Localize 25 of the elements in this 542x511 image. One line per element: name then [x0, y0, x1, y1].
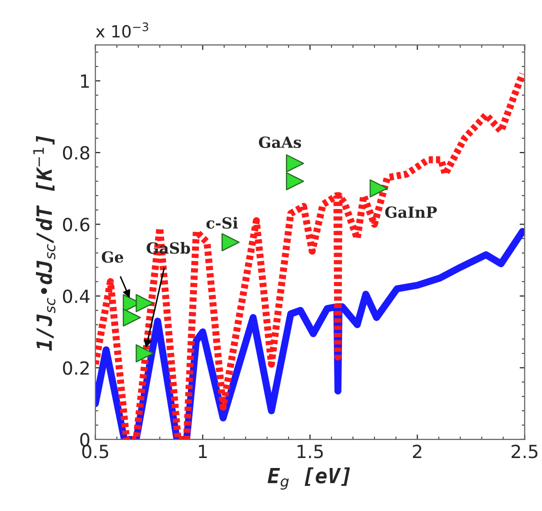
x-tick-label: 2: [412, 444, 422, 458]
point: [122, 308, 141, 327]
annotation: GaAs: [258, 136, 302, 148]
x-tick-label: 0.5: [82, 444, 108, 458]
annotation: GaInP: [385, 206, 437, 218]
annotation: Ge: [102, 251, 124, 263]
y-axis-title: 1/J$_{sc}$•dJ$_{sc}$/dT [K$^{−1}$]: [33, 136, 56, 351]
x-tick-label: 1: [198, 444, 207, 458]
point: [286, 154, 304, 172]
y-tick-label: 1: [81, 74, 89, 88]
point: [286, 172, 304, 190]
point: [222, 233, 240, 252]
x-tick-label: 1.5: [298, 444, 323, 458]
point: [370, 179, 388, 198]
x-axis-title: E$_{g}$ [eV]: [268, 467, 350, 490]
y-tick-label: 0.8: [63, 146, 90, 160]
annotation: GaSb: [146, 242, 190, 254]
y-tick-label: 0.6: [63, 218, 90, 232]
x-tick-label: 2.5: [512, 444, 538, 458]
y-tick-label: 0.2: [63, 361, 89, 375]
y-tick-label: 0.4: [63, 289, 90, 304]
text: x 10$^{−3}$: [96, 22, 148, 38]
point: [136, 344, 154, 362]
point: [136, 294, 154, 312]
annotation: c-Si: [206, 216, 238, 229]
